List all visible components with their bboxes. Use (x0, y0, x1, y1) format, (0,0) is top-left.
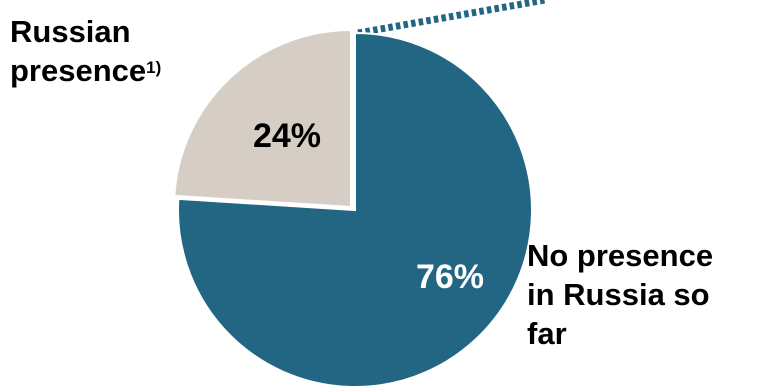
russian-presence-label-text: presence (10, 53, 147, 88)
slice-label-russian-presence: Russian presence1) (10, 12, 161, 90)
russian-presence-label-line-2: presence1) (10, 51, 161, 90)
slice-value-label-russian-presence: 24% (253, 117, 321, 155)
pie-slices (173, 28, 533, 387)
slice-value-label-no-presence: 76% (416, 258, 484, 296)
footnote-marker: 1) (146, 58, 162, 77)
callout-connector-line (357, 0, 546, 37)
no-presence-label-line-2: in Russia so (527, 277, 710, 312)
no-presence-label-line-1: No presence (527, 238, 714, 273)
pie-slice-no-presence (177, 31, 533, 387)
no-presence-label-line-3: far (527, 316, 567, 351)
pie-slice-russian-presence (173, 28, 352, 209)
slice-label-no-presence: No presence in Russia so far (527, 236, 777, 353)
russian-presence-label-line-1: Russian (10, 14, 131, 49)
